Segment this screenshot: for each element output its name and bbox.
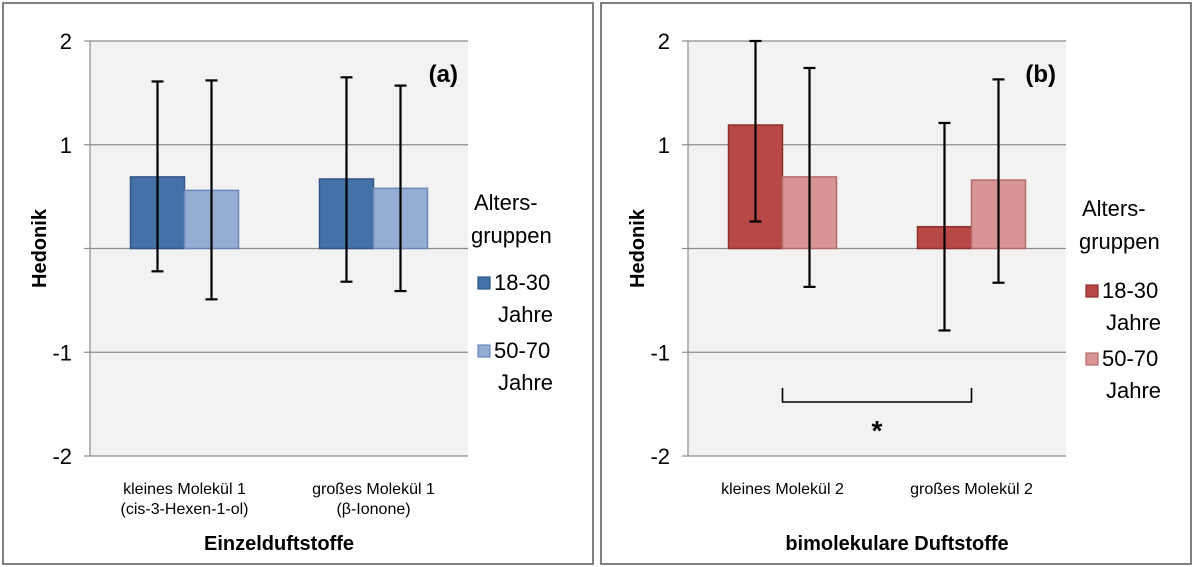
y-tick-label: -2 xyxy=(650,444,670,469)
panel-border xyxy=(2,2,594,565)
significance-marker: * xyxy=(872,415,883,446)
legend-label: Jahre xyxy=(1106,378,1161,403)
y-tick-label: -1 xyxy=(650,340,670,365)
significance-bracket xyxy=(781,388,973,403)
x-tick-label: (β-Ionone) xyxy=(336,501,410,518)
y-tick-label: -2 xyxy=(52,444,72,469)
x-axis-title: Einzelduftstoffe xyxy=(204,533,354,555)
y-tick-label: 2 xyxy=(60,29,72,54)
legend-label: 18-30 xyxy=(494,270,550,295)
chart-svg: 2 1 -1 -2 Hedonik (b) kleines Molekül 2 großes … xyxy=(600,2,1192,565)
y-axis-title: Hedonik xyxy=(627,208,649,288)
legend-label: Jahre xyxy=(1106,310,1161,335)
legend-swatch xyxy=(1085,284,1099,298)
legend-swatch xyxy=(477,276,491,290)
legend-title: gruppen xyxy=(1079,229,1160,254)
chart-panel-b: 2 1 -1 -2 Hedonik (b) kleines Molekül 2 großes … xyxy=(598,0,1196,567)
x-tick-label: großes Molekül 2 xyxy=(910,481,1033,498)
legend-swatch xyxy=(477,344,491,358)
y-tick-label: 1 xyxy=(658,133,670,158)
y-tick-label: 1 xyxy=(60,133,72,158)
y-tick-label: 2 xyxy=(658,29,670,54)
legend-label: Jahre xyxy=(498,302,553,327)
legend-swatch xyxy=(1085,352,1099,366)
chart-svg: 2 1 -1 -2 Hedonik (a) kleines Molekül 1 (cis-3-… xyxy=(2,2,594,565)
legend-title: Alters- xyxy=(1082,196,1146,221)
x-tick-label: großes Molekül 1 xyxy=(312,481,435,498)
legend-title: gruppen xyxy=(471,223,552,248)
legend-label: Jahre xyxy=(498,370,553,395)
legend-label: 50-70 xyxy=(1102,346,1158,371)
x-tick-label: (cis-3-Hexen-1-ol) xyxy=(120,501,248,518)
panel-label: (b) xyxy=(1025,61,1056,88)
panel-label: (a) xyxy=(429,61,458,88)
x-axis-title: bimolekulare Duftstoffe xyxy=(785,533,1008,555)
legend-title: Alters- xyxy=(474,190,538,215)
x-tick-label: kleines Molekül 2 xyxy=(721,481,844,498)
legend-label: 50-70 xyxy=(494,338,550,363)
x-tick-label: kleines Molekül 1 xyxy=(123,481,246,498)
y-tick-label: -1 xyxy=(52,340,72,365)
legend-label: 18-30 xyxy=(1102,278,1158,303)
y-axis-title: Hedonik xyxy=(29,208,51,288)
panel-border xyxy=(600,2,1192,565)
chart-panel-a: 2 1 -1 -2 Hedonik (a) kleines Molekül 1 (cis-3-… xyxy=(2,2,594,565)
